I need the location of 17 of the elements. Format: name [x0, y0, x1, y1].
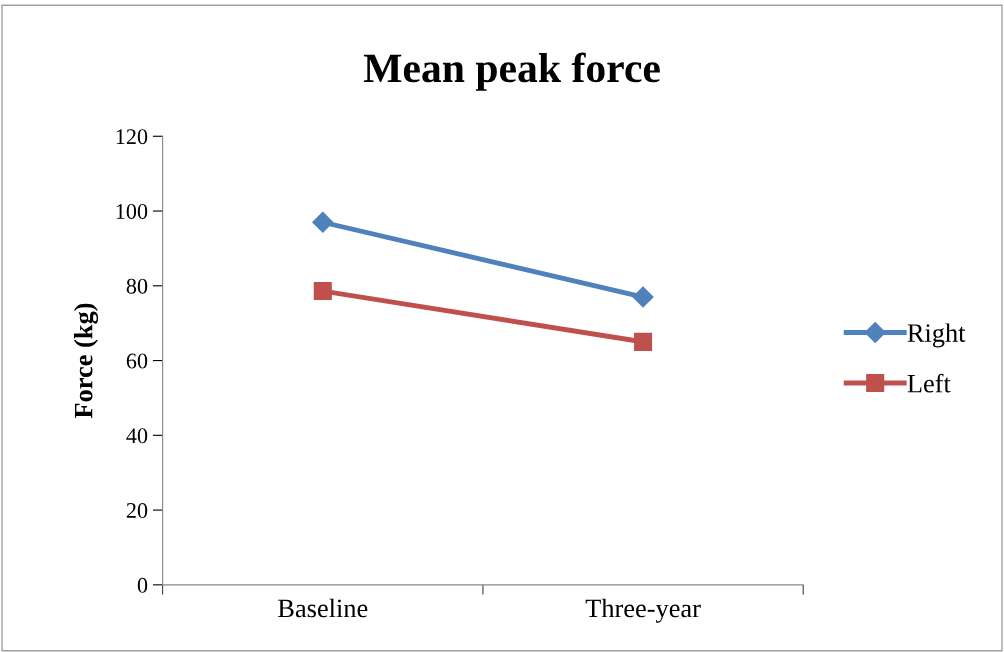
y-tick-label: 40	[126, 428, 148, 444]
chart-title: Mean peak force	[363, 52, 660, 91]
x-tick-label: Baseline	[278, 598, 368, 618]
y-axis-title: Force (kg)	[73, 303, 99, 419]
point	[313, 281, 332, 301]
y-tick-label: 60	[126, 353, 148, 369]
legend-label: Left	[907, 373, 951, 393]
x-tick-label: Three-year	[585, 598, 701, 623]
point	[632, 286, 654, 308]
y-tick-label: 120	[116, 129, 148, 145]
point	[634, 332, 653, 351]
legend-label: Right	[907, 323, 966, 348]
y-tick-label: 0	[137, 577, 148, 593]
y-tick-label: 100	[116, 203, 148, 219]
y-tick-label: 80	[126, 278, 148, 294]
point	[312, 211, 334, 233]
y-tick-label: 20	[126, 503, 148, 519]
